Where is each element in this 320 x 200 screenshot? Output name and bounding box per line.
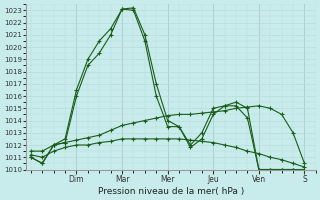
X-axis label: Pression niveau de la mer( hPa ): Pression niveau de la mer( hPa ) xyxy=(98,187,244,196)
